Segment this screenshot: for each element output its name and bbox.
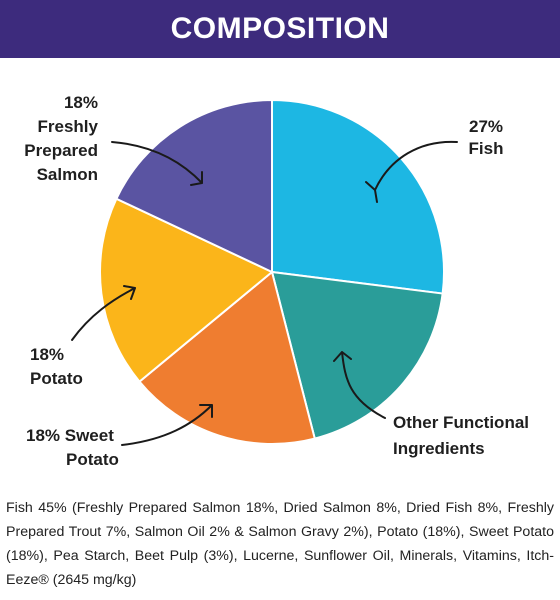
page-title: COMPOSITION (170, 12, 390, 45)
pie-slice-potato (99, 197, 274, 384)
arrow-potato (71, 285, 136, 341)
pie-slice-other-functional-ingredients (270, 270, 444, 440)
slice-label-other-functional-ingredients: Other Functional Ingredients (393, 413, 529, 458)
pie-chart: 27% Fish Other Functional Ingredients 18% Sw… (24, 93, 529, 469)
header-banner: COMPOSITION (0, 0, 560, 58)
slice-label-potato: 18% Potato (30, 345, 83, 388)
slice-label-freshly-prepared-salmon: 18% Freshly Prepared Salmon (24, 93, 98, 184)
slice-label-sweet-potato: 18% Sweet Potato (26, 426, 119, 469)
pie-slice-fish (271, 98, 445, 295)
arrow-salmon (111, 141, 203, 186)
pie-slice-freshly-prepared-salmon (115, 98, 273, 274)
arrow-fish (365, 140, 458, 203)
pie-slice-sweet-potato (138, 270, 316, 445)
pie-slices (99, 98, 445, 445)
composition-text: Fish 45% (Freshly Prepared Salmon 18%, D… (6, 500, 554, 588)
slice-label-fish: 27% Fish (469, 117, 504, 158)
slice-labels: 27% Fish Other Functional Ingredients 18% Sw… (24, 93, 529, 469)
arrow-sweet-potato (121, 404, 213, 446)
arrow-other-ingredients (333, 351, 386, 419)
